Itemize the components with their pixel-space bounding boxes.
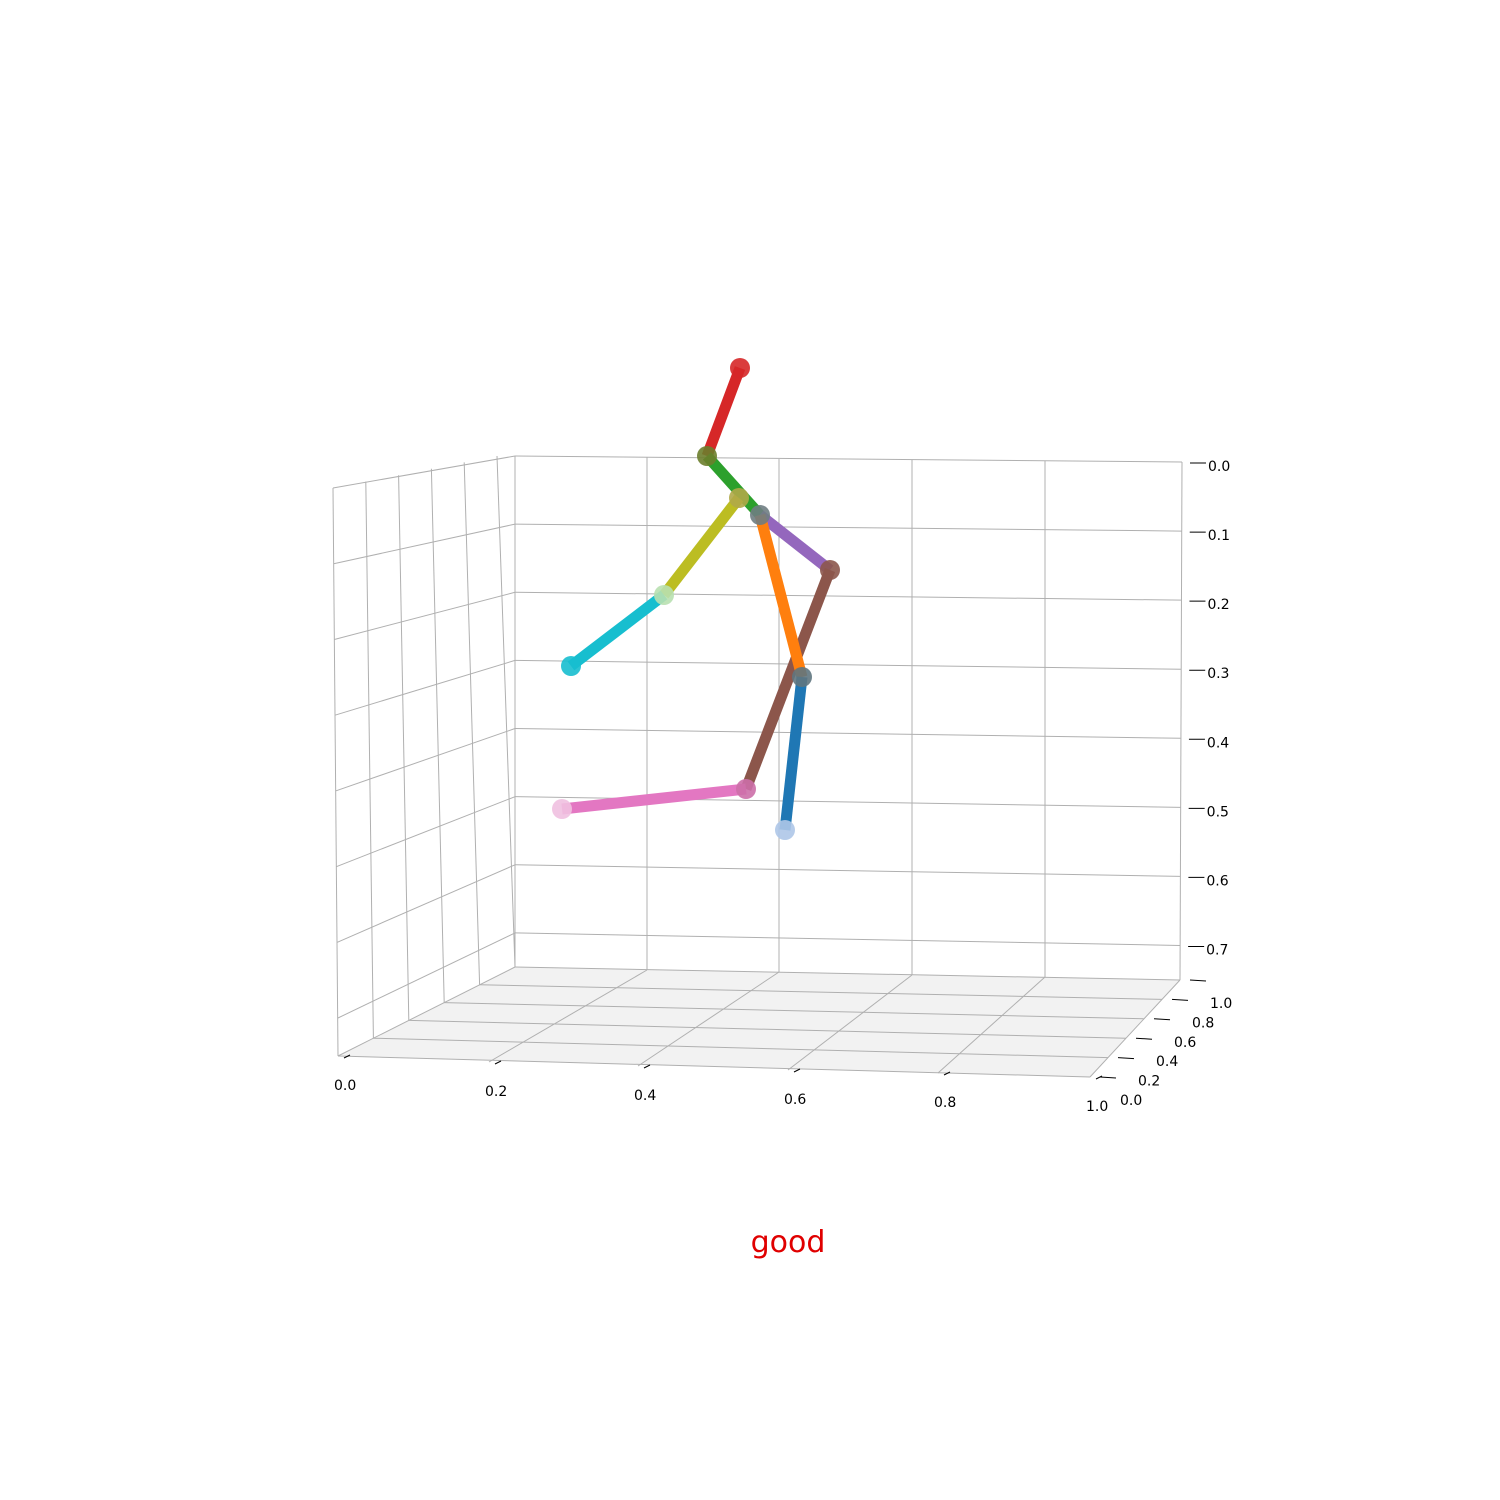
y-axis-tick-mark [1189, 979, 1207, 982]
back-wall-horizontal-gridline [514, 591, 1182, 601]
y-axis-tick-label: 0.6 [1174, 1035, 1196, 1051]
floor-x-gridline [337, 966, 516, 1057]
left-wall-horizontal-gridline [334, 659, 516, 716]
bone-spine-elbow [659, 494, 744, 599]
skeleton-joints [552, 358, 840, 840]
left-wall-vertical-gridline [463, 462, 481, 985]
x-axis-tick-label: 0.0 [334, 1078, 356, 1094]
x-axis-tick-label: 0.2 [485, 1084, 507, 1100]
floor-y-gridline [373, 1037, 1109, 1059]
left-wall-horizontal-gridline [332, 455, 516, 489]
y-axis-tick-mark [1099, 1076, 1117, 1079]
x-axis-tick-mark [793, 1068, 801, 1073]
back-wall-horizontal-gridline [514, 932, 1181, 946]
x-axis-tick-mark [943, 1071, 951, 1076]
y-axis-tick-label: 0.0 [1120, 1093, 1142, 1109]
bone-knee-lower-foot [561, 783, 747, 815]
z-axis-tick-label: 0.6 [1206, 873, 1228, 889]
z-axis-tick-label: 0.4 [1207, 735, 1229, 751]
floor-x-gridline [1089, 979, 1181, 1078]
left-wall-horizontal-gridline [337, 932, 516, 1019]
chart-floor [333, 456, 1180, 1077]
y-axis-tick-mark [1153, 1018, 1171, 1021]
left-wall-horizontal-gridline [333, 523, 516, 565]
left-wall-horizontal-gridline [336, 864, 516, 943]
bone-hip-center-knee-upper [754, 513, 808, 679]
left-wall-vertical-gridline [430, 468, 445, 1003]
joint-hip-right [820, 560, 840, 580]
joint-ankle [775, 820, 795, 840]
z-axis-tick-label: 0.1 [1208, 528, 1230, 544]
joint-knee-upper [792, 667, 812, 687]
z-axis-tick-label: 0.5 [1207, 804, 1229, 820]
left-wall-vertical-gridline [496, 455, 516, 968]
bone-elbow-hand [567, 590, 668, 671]
x-axis-tick-label: 0.4 [634, 1088, 656, 1104]
floor-y-gridline [444, 1002, 1145, 1020]
bone-neck-hip-center [702, 452, 765, 519]
z-axis-tick-label: 0.2 [1207, 597, 1229, 613]
floor-x-gridline [937, 976, 1046, 1074]
floor-y-gridline [337, 1055, 1091, 1078]
left-wall-horizontal-gridline [334, 591, 516, 640]
x-axis-tick-mark [343, 1054, 351, 1059]
left-wall-vertical-gridline [365, 481, 374, 1039]
bone-knee-upper-ankle [779, 676, 808, 831]
joint-neck [697, 446, 717, 466]
left-wall-horizontal-gridline [335, 728, 516, 792]
bone-head-neck [701, 366, 746, 458]
chart-caption: good [751, 1225, 826, 1260]
floor-x-gridline [637, 971, 780, 1067]
x-axis-tick-label: 0.8 [934, 1095, 956, 1111]
z-axis-tick-label: 0.7 [1206, 942, 1228, 958]
floor-y-gridline [408, 1019, 1127, 1039]
joint-knee-lower [736, 779, 756, 799]
x-axis-tick-mark [1095, 1075, 1103, 1080]
floor-x-gridline [488, 969, 648, 1063]
x-axis-tick-label: 0.6 [784, 1092, 806, 1108]
left-wall-vertical-gridline [332, 487, 339, 1057]
x-axis-tick-mark [643, 1064, 651, 1069]
floor-plane [338, 967, 1180, 1077]
chart-ticks: 0.0 0.1 0.2 0.3 0.4 0.5 0.6 0.7 0.0 0.2 0.4 0.6 0.8 1… [334, 459, 1232, 1115]
back-wall-horizontal-gridline [514, 455, 1183, 463]
joint-hip-center [750, 505, 770, 525]
floor-y-gridline [479, 984, 1163, 1000]
y-axis-tick-mark [1135, 1037, 1153, 1040]
y-axis-tick-mark [1117, 1057, 1135, 1060]
y-axis-tick-label: 1.0 [1210, 996, 1232, 1012]
back-wall-horizontal-gridline [514, 523, 1182, 532]
x-axis-tick-label: 1.0 [1086, 1099, 1108, 1115]
joint-foot [552, 799, 572, 819]
back-wall-horizontal-gridline [514, 864, 1181, 877]
y-axis-tick-label: 0.2 [1138, 1074, 1160, 1090]
y-axis-tick-mark [1171, 998, 1189, 1001]
y-axis-tick-label: 0.4 [1156, 1054, 1178, 1070]
bone-hip-right-knee-lower [740, 568, 836, 791]
floor-y-gridline [514, 966, 1181, 981]
bone-hip-center-hip-right [756, 510, 834, 575]
back-wall-horizontal-gridline [514, 659, 1182, 670]
y-axis-tick-label: 0.8 [1192, 1015, 1214, 1031]
joint-hand [561, 656, 581, 676]
left-wall-horizontal-gridline [336, 796, 516, 868]
z-axis-tick-label: 0.3 [1207, 666, 1229, 682]
floor-x-gridline [787, 974, 913, 1071]
left-wall-vertical-gridline [398, 475, 410, 1021]
joint-elbow [654, 585, 674, 605]
z-axis-tick-label: 0.0 [1208, 459, 1230, 475]
back-wall-vertical-gridline [1179, 461, 1183, 981]
x-axis-tick-mark [494, 1060, 502, 1065]
chart-grid [332, 455, 1183, 1078]
joint-spine [729, 488, 749, 508]
joint-head [730, 358, 750, 378]
left-wall-plane [333, 456, 515, 1056]
skeleton-bones [561, 366, 836, 831]
back-wall-horizontal-gridline [514, 728, 1181, 739]
